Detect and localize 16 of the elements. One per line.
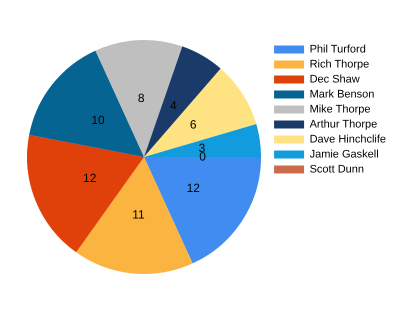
data-label: 12 (83, 171, 97, 186)
legend-label: Dave Hinchclife (310, 134, 386, 146)
legend-label: Rich Thorpe (310, 58, 370, 71)
data-label: 10 (91, 113, 106, 128)
data-label: 11 (132, 208, 146, 222)
legend-label: Mike Thorpe (310, 104, 371, 116)
data-label: 12 (186, 180, 200, 195)
data-label: 8 (138, 90, 145, 105)
legend-label: Arthur Thorpe (310, 118, 378, 131)
legend-label: Phil Turford (310, 44, 366, 56)
legend-label: Scott Dunn (310, 164, 364, 176)
legend-label: Mark Benson (310, 88, 374, 101)
legend-label: Jamie Gaskell (310, 148, 379, 161)
legend-label: Dec Shaw (310, 74, 360, 86)
data-label: 4 (170, 98, 177, 113)
data-label: 6 (190, 118, 197, 132)
